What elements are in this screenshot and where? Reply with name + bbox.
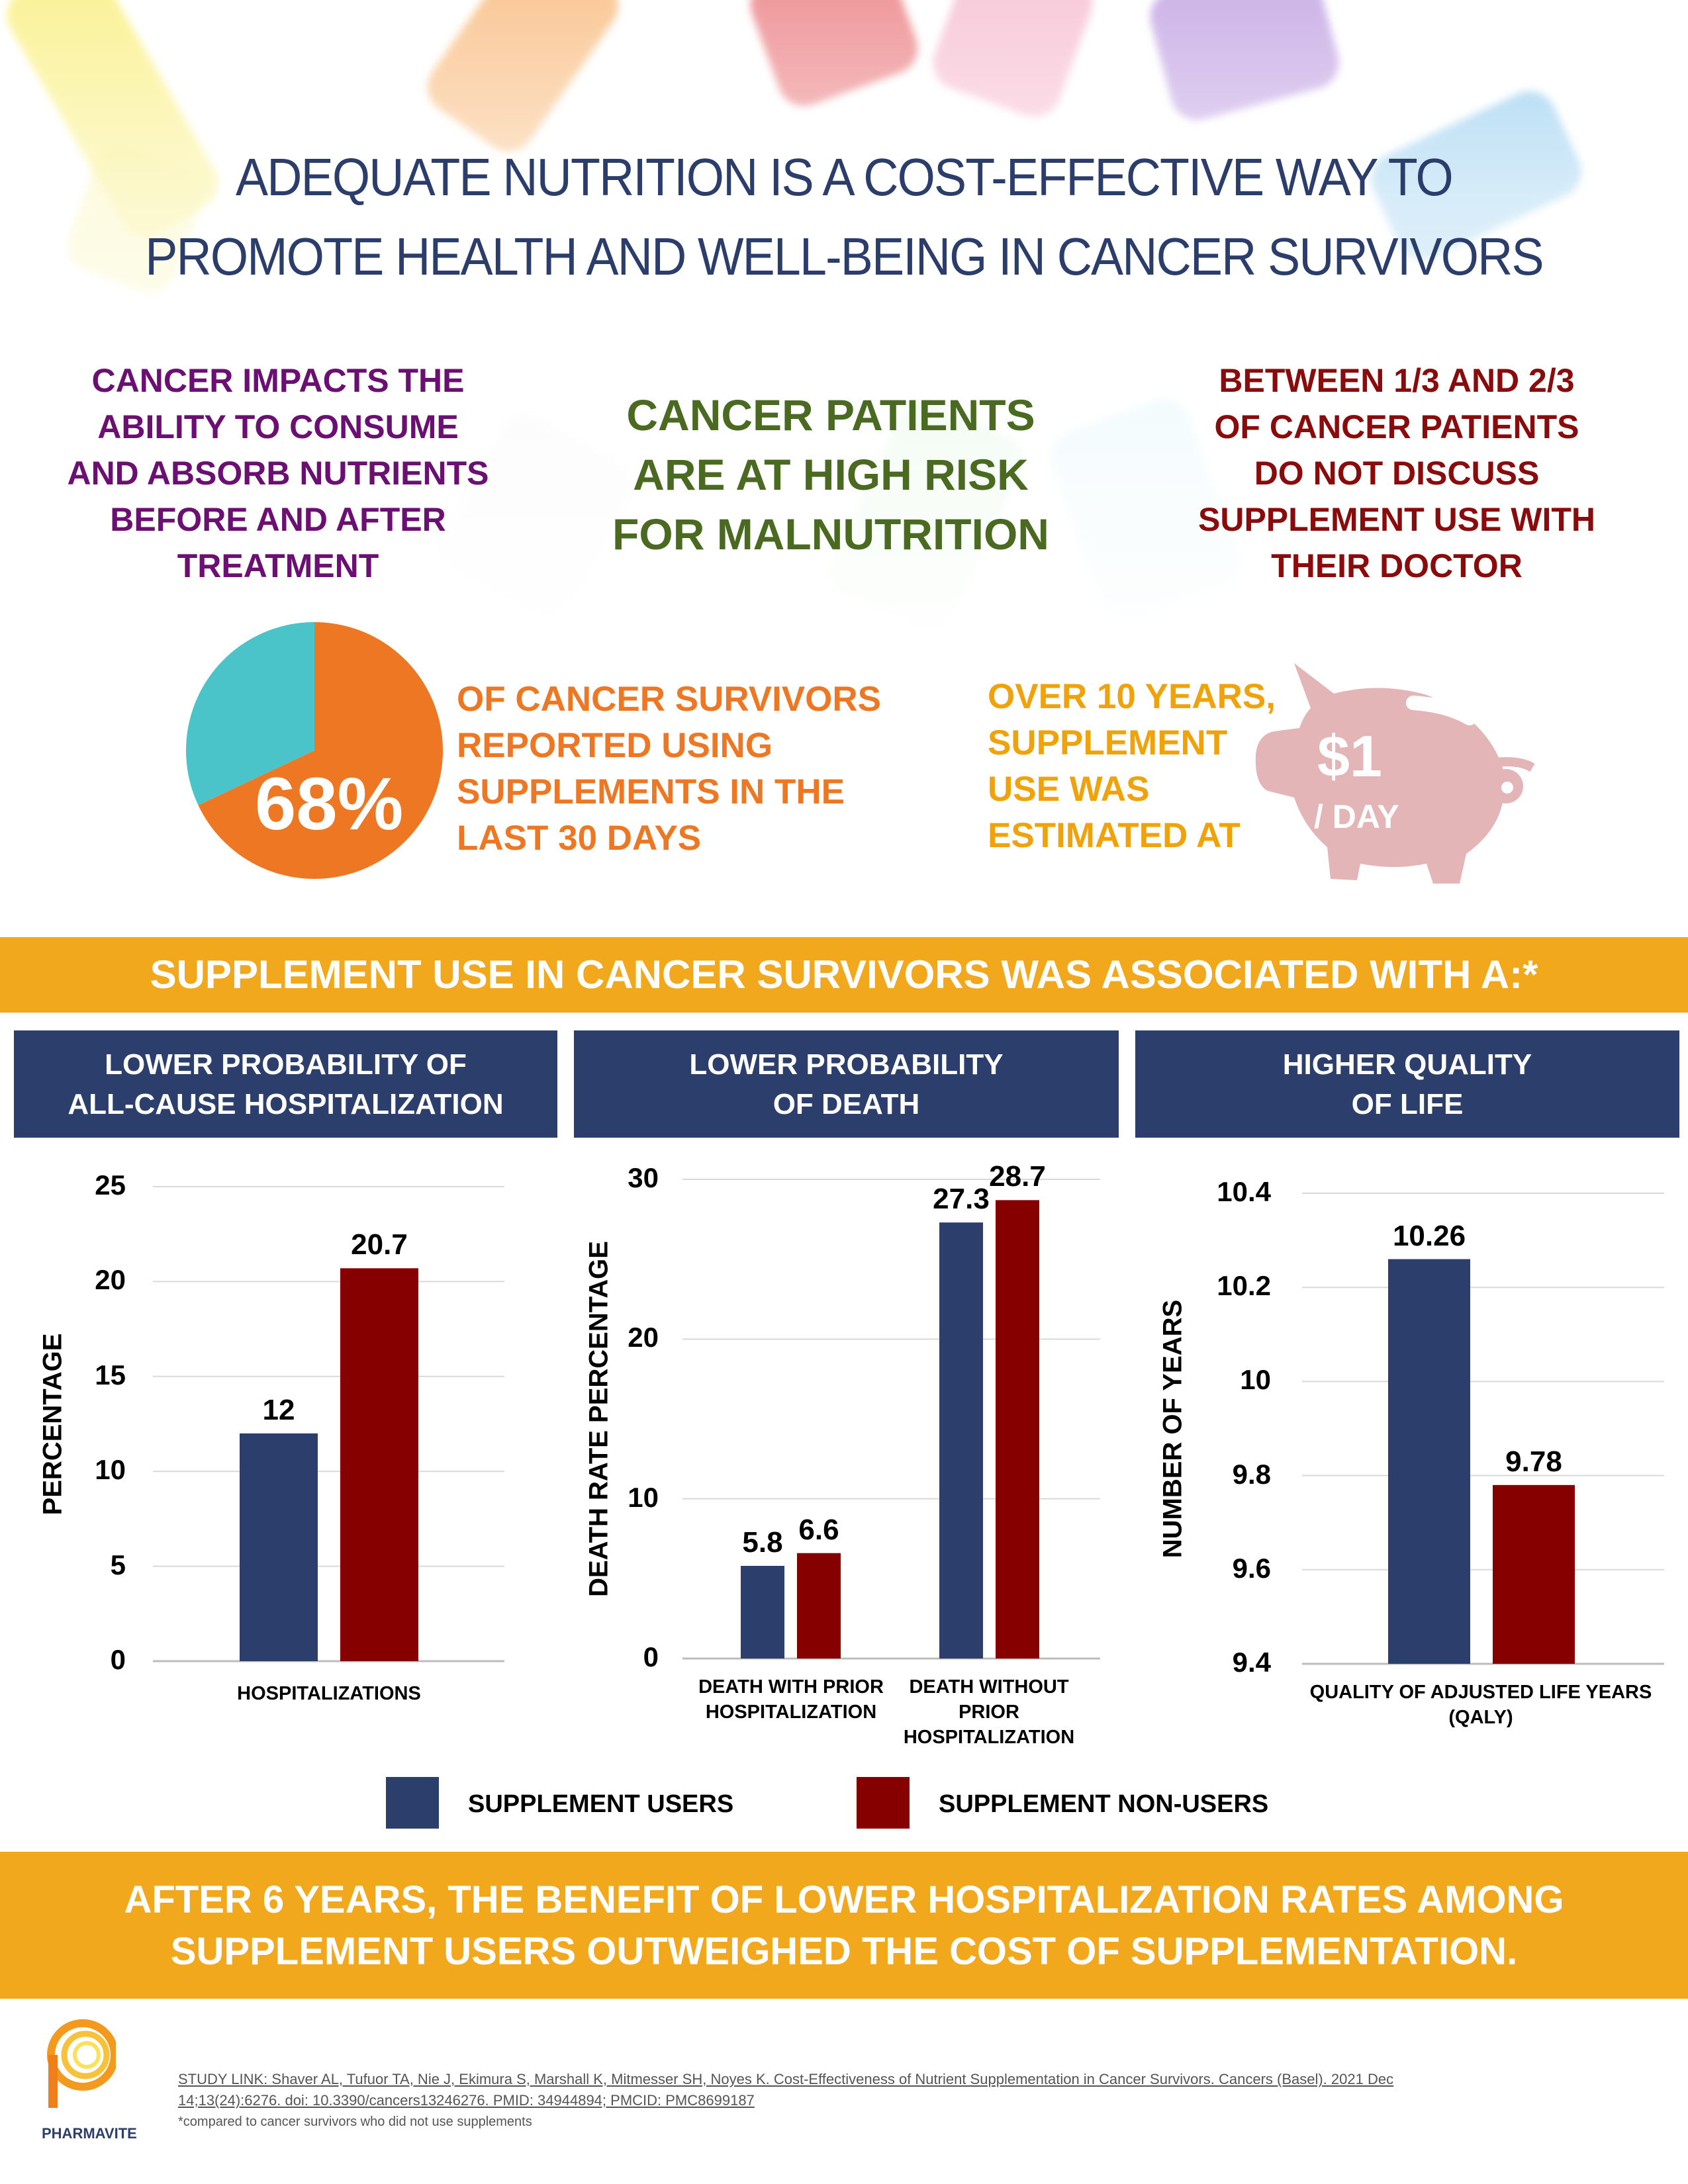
y-tick-label: 10 <box>628 1481 659 1513</box>
cost-amount: $1 <box>1317 723 1382 789</box>
conclusion-banner: AFTER 6 YEARS, THE BENEFIT OF LOWER HOSP… <box>0 1852 1688 1999</box>
study-link[interactable]: STUDY LINK: Shaver AL, Tufuor TA, Nie J,… <box>178 2069 1449 2111</box>
y-tick-label: 30 <box>628 1162 659 1193</box>
fact-doctor-discussion: BETWEEN 1/3 AND 2/3 OF CANCER PATIENTS D… <box>1197 362 1596 584</box>
cost-text: OVER 10 YEARS, SUPPLEMENT USE WAS ESTIMA… <box>988 677 1276 855</box>
bar-value-label: 27.3 <box>933 1183 990 1216</box>
bar-users <box>939 1222 983 1659</box>
legend-label-nonusers: SUPPLEMENT NON-USERS <box>939 1790 1269 1818</box>
bar-value-label: 28.7 <box>989 1160 1046 1193</box>
cost-unit: / DAY <box>1314 798 1399 835</box>
pie-slice-users <box>198 622 443 879</box>
category-label: DEATH WITH PRIOR HOSPITALIZATION <box>698 1676 884 1723</box>
pie-percent-label: 68% <box>255 762 404 845</box>
legend-label-users: SUPPLEMENT USERS <box>468 1790 734 1818</box>
title-line-1: ADEQUATE NUTRITION IS A COST-EFFECTIVE W… <box>236 148 1454 206</box>
y-tick-label: 10.2 <box>1217 1270 1271 1302</box>
y-tick-label: 15 <box>95 1359 126 1390</box>
piggy-bank-icon <box>1255 663 1535 884</box>
category-label: QUALITY OF ADJUSTED LIFE YEARS (QALY) <box>1309 1682 1652 1728</box>
bar-value-label: 10.26 <box>1392 1219 1466 1252</box>
bar-value-label: 20.7 <box>351 1228 408 1261</box>
y-tick-label: 25 <box>95 1169 126 1201</box>
fact-nutrient-absorption: CANCER IMPACTS THE ABILITY TO CONSUME AN… <box>67 362 489 584</box>
legend-swatch-users <box>386 1777 439 1829</box>
category-label: HOSPITALIZATIONS <box>237 1683 421 1704</box>
bar-value-label: 9.78 <box>1505 1445 1562 1478</box>
y-tick-label: 10 <box>95 1454 126 1486</box>
bar-value-label: 6.6 <box>798 1513 839 1546</box>
panel-header-quality-of-life: HIGHER QUALITY OF LIFE <box>1135 1030 1679 1138</box>
y-axis-label: NUMBER OF YEARS <box>1158 1299 1188 1558</box>
y-tick-label: 5 <box>110 1549 126 1580</box>
category-label: DEATH WITHOUT PRIOR HOSPITALIZATION <box>903 1676 1075 1748</box>
bar-nonusers <box>1493 1484 1575 1664</box>
page-title: ADEQUATE NUTRITION IS A COST-EFFECTIVE W… <box>68 138 1620 296</box>
study-link-text[interactable]: STUDY LINK: Shaver AL, Tufuor TA, Nie J,… <box>178 2071 1394 2109</box>
bar-nonusers <box>797 1553 841 1659</box>
panel-header-hospitalization: LOWER PROBABILITY OF ALL-CAUSE HOSPITALI… <box>14 1030 557 1138</box>
pie-slice-nonusers <box>185 622 314 805</box>
bar-users <box>741 1566 784 1659</box>
pharmavite-logo-icon <box>47 2019 116 2108</box>
y-tick-label: 10.4 <box>1217 1176 1271 1207</box>
footnote: *compared to cancer survivors who did no… <box>178 2115 532 2129</box>
y-tick-label: 9.4 <box>1232 1647 1271 1678</box>
bar-nonusers <box>996 1200 1039 1659</box>
y-tick-label: 0 <box>643 1641 659 1672</box>
bar-users <box>240 1433 318 1661</box>
bar-users <box>1388 1259 1470 1664</box>
legend-swatch-nonusers <box>857 1777 910 1829</box>
y-tick-label: 9.6 <box>1232 1552 1271 1584</box>
title-line-2: PROMOTE HEALTH AND WELL-BEING IN CANCER … <box>145 227 1544 286</box>
y-axis-label: PERCENTAGE <box>38 1333 68 1515</box>
y-tick-label: 9.8 <box>1232 1458 1271 1490</box>
y-tick-label: 0 <box>110 1644 126 1675</box>
panel-header-death: LOWER PROBABILITY OF DEATH <box>574 1030 1119 1138</box>
y-tick-label: 10 <box>1240 1364 1271 1396</box>
y-tick-label: 20 <box>95 1264 126 1296</box>
logo-text: PHARMAVITE <box>42 2125 137 2142</box>
y-tick-label: 20 <box>628 1322 659 1353</box>
bar-nonusers <box>340 1268 418 1661</box>
bar-value-label: 12 <box>262 1393 295 1426</box>
fact-malnutrition-risk: CANCER PATIENTS ARE AT HIGH RISK FOR MAL… <box>612 390 1049 559</box>
supplement-use-pie <box>185 622 443 879</box>
association-banner: SUPPLEMENT USE IN CANCER SURVIVORS WAS A… <box>0 937 1688 1013</box>
y-axis-label: DEATH RATE PERCENTAGE <box>584 1241 614 1597</box>
pharmavite-logo: PHARMAVITE <box>36 2015 156 2148</box>
bar-value-label: 5.8 <box>742 1526 783 1559</box>
supplement-use-text: OF CANCER SURVIVORS REPORTED USING SUPPL… <box>457 680 881 858</box>
